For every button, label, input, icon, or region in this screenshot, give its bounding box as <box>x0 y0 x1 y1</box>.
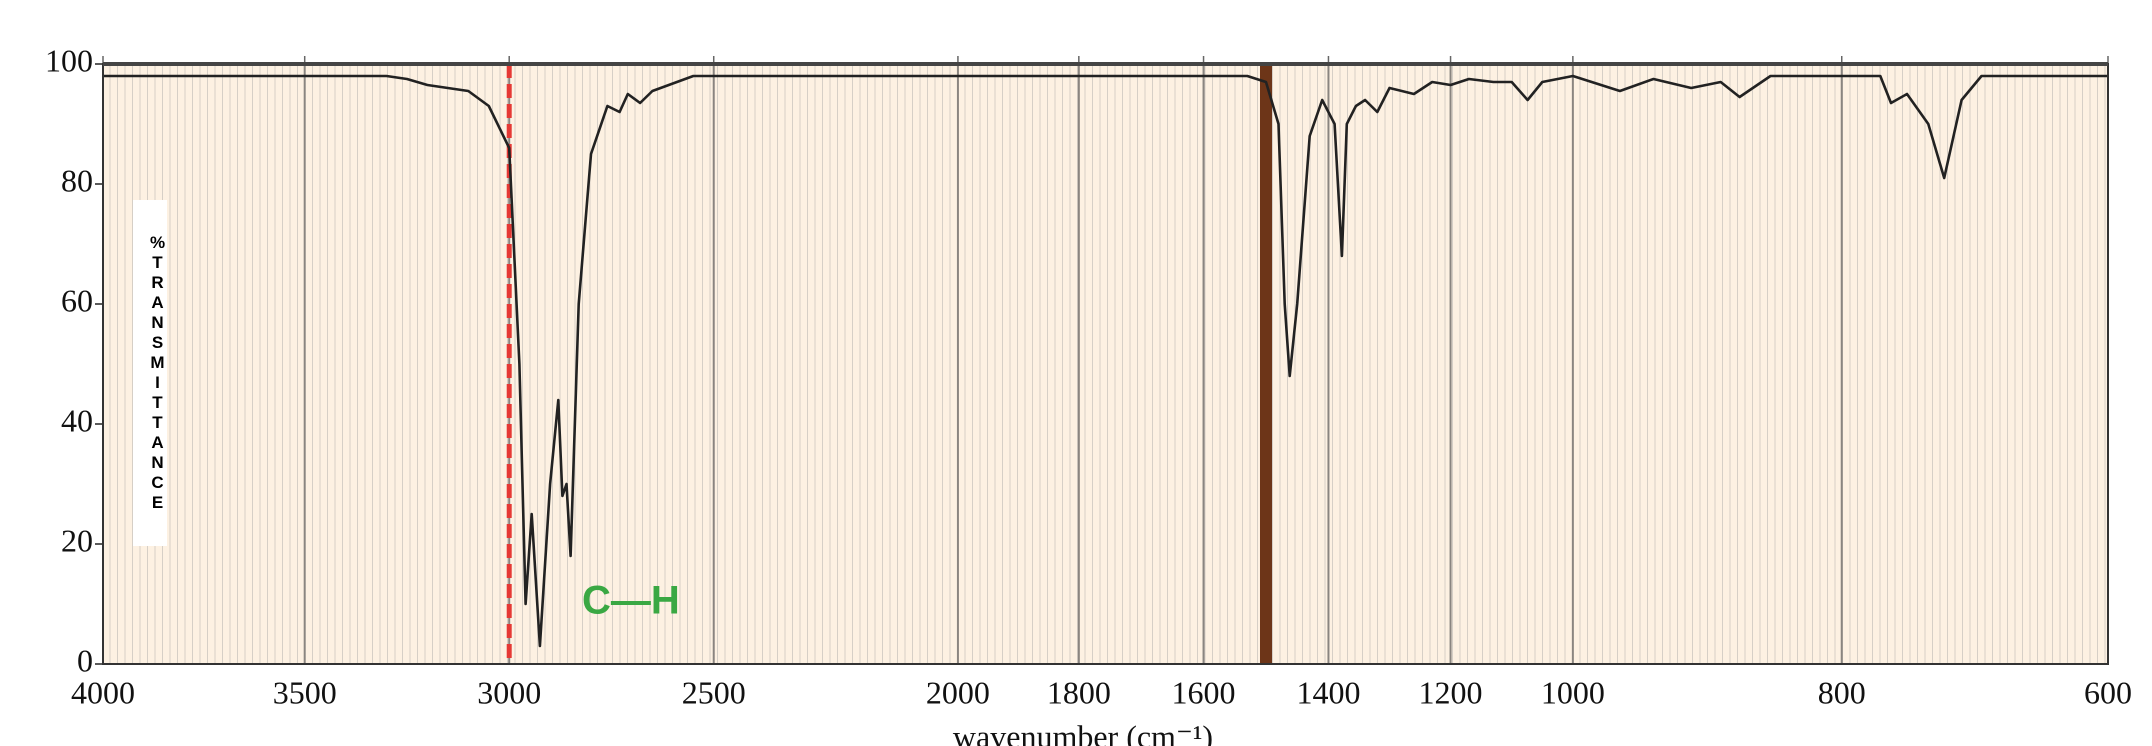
spectrum-line <box>103 74 2108 648</box>
x-tick-label: 2000 <box>926 674 990 710</box>
x-tick-label: 4000 <box>71 674 135 710</box>
y-tick-label: 80 <box>61 162 93 198</box>
x-tick-label: 3500 <box>273 674 337 710</box>
x-tick-label: 600 <box>2084 674 2132 710</box>
x-axis-label: wavenumber (cm⁻¹) <box>953 718 1213 746</box>
x-tick-label: 2500 <box>682 674 746 710</box>
x-tick-label: 1400 <box>1296 674 1360 710</box>
plot-background <box>103 64 2108 664</box>
annotation: C—H <box>582 579 680 623</box>
y-tick-label: 100 <box>45 42 93 78</box>
y-tick-label: 20 <box>61 522 93 558</box>
y-tick-label: 60 <box>61 282 93 318</box>
x-tick-label: 1000 <box>1541 674 1605 710</box>
x-tick-label: 1200 <box>1419 674 1483 710</box>
x-tick-label: 1600 <box>1172 674 1236 710</box>
y-tick-label: 40 <box>61 402 93 438</box>
y-axis-label: %TRANSMITTANCE <box>133 200 167 546</box>
x-tick-label: 3000 <box>477 674 541 710</box>
x-tick-label: 800 <box>1818 674 1866 710</box>
x-tick-label: 1800 <box>1047 674 1111 710</box>
y-tick-label: 0 <box>77 642 93 678</box>
